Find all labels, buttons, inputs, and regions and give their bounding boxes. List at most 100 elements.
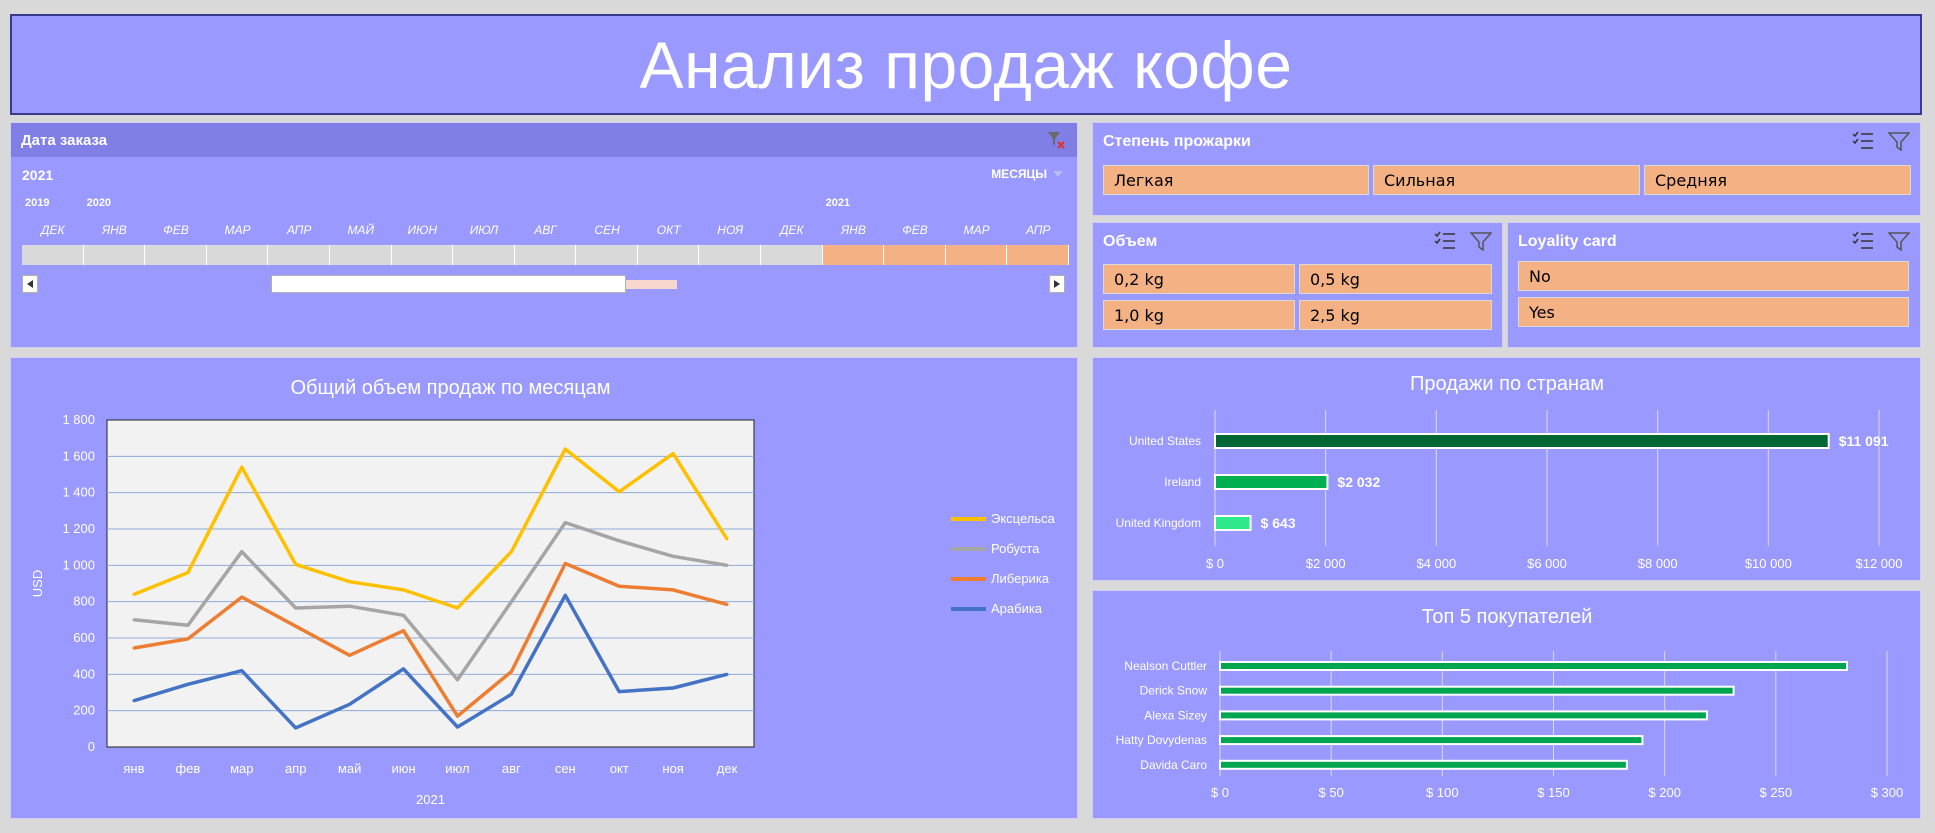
x-tick-label: $2 000 [1306,556,1346,571]
x-tick-label: апр [285,761,307,776]
dashboard-title-bar: Анализ продаж кофе [10,14,1922,115]
loyalty-option-yes[interactable]: Yes [1518,297,1909,327]
x-tick-label: $ 300 [1871,785,1904,800]
y-tick-label: 400 [73,666,95,681]
multi-select-icon[interactable] [1852,231,1874,251]
timeline-month-label: ДЕК [41,223,65,237]
data-point [509,670,513,674]
x-tick-label: ноя [662,761,683,776]
data-point [348,702,352,706]
data-point [240,669,244,673]
data-point [725,672,729,676]
x-tick-label: $ 100 [1426,785,1459,800]
loyalty-option-no[interactable]: No [1518,261,1909,291]
timeline-scrollbar-thumb[interactable] [271,275,626,293]
data-point [725,602,729,606]
x-tick-label: $ 50 [1319,785,1344,800]
legend-label: Робуста [991,541,1040,556]
volume-option-0-2kg[interactable]: 0,2 kg [1103,264,1295,294]
data-point [240,465,244,469]
data-point [186,637,190,641]
timeline-month-cell[interactable] [884,245,946,265]
monthly-sales-line-chart: Общий объем продаж по месяцам 0 200 400 600 8… [30,377,1056,807]
timeline-year-label: 2019 [25,197,50,209]
data-point [617,539,621,543]
volume-option-1-0kg[interactable]: 1,0 kg [1103,300,1295,330]
x-tick-label: окт [610,761,629,776]
x-tick-label: дек [717,761,738,776]
roast-option-light[interactable]: Легкая [1103,165,1369,195]
timeline-month-cell[interactable] [945,245,1008,265]
timeline-month-cell[interactable] [329,245,392,265]
roast-slicer: Степень прожарки Легкая Сильная Средняя [1092,122,1921,216]
timeline-scroll-left-button[interactable] [22,275,38,293]
y-tick-label: 1 400 [62,485,95,500]
data-point [402,613,406,617]
bar [1219,685,1735,696]
bar [1219,759,1628,770]
timeline-month-label: ДЕК [780,223,804,237]
x-tick-label: фев [175,761,200,776]
series-line [133,561,728,718]
data-point [294,726,298,730]
data-point [402,667,406,671]
timeline-level-dropdown[interactable]: МЕСЯЦЫ [991,167,1063,181]
timeline-month-cell[interactable] [391,245,454,265]
volume-option-0-5kg[interactable]: 0,5 kg [1299,264,1492,294]
x-tick-label: $ 0 [1211,785,1229,800]
bar [1214,515,1252,531]
data-point [132,699,136,703]
roast-option-medium[interactable]: Средняя [1644,165,1911,195]
timeline-month-cell[interactable] [699,245,762,265]
data-point [186,682,190,686]
timeline-month-cell[interactable] [83,245,146,265]
roast-option-dark[interactable]: Сильная [1373,165,1640,195]
legend-label: Либерика [991,571,1050,586]
clear-filter-icon[interactable] [1888,131,1910,151]
timeline-month-label: МАР [963,223,990,237]
data-point [563,562,567,566]
y-category-label: Davida Caro [1140,758,1207,772]
data-point [132,646,136,650]
volume-option-2-5kg[interactable]: 2,5 kg [1299,300,1492,330]
timeline-month-cell[interactable] [514,245,577,265]
data-point [348,653,352,657]
timeline-month-cell[interactable] [576,245,638,265]
y-tick-label: 1 800 [62,412,95,427]
data-point [240,550,244,554]
timeline-selected-year: 2021 [22,167,54,183]
timeline-month-cell[interactable] [206,245,269,265]
timeline-month-cell[interactable] [761,245,823,265]
timeline-month-cell[interactable] [145,245,207,265]
data-point [671,554,675,558]
timeline-month-cell[interactable] [22,245,84,265]
timeline-month-label: ЯНВ [101,223,127,237]
data-point [348,604,352,608]
chevron-down-icon [1053,171,1063,177]
timeline-month-cell[interactable] [268,245,330,265]
timeline-month-cell[interactable] [1007,245,1069,265]
y-category-label: United Kingdom [1116,516,1201,530]
clear-filter-icon[interactable] [1888,231,1910,251]
data-label: $2 032 [1337,474,1380,490]
timeline-month-label: ИЮЛ [469,223,499,237]
data-point [455,725,459,729]
clear-filter-icon[interactable] [1470,231,1492,251]
volume-slicer: Объем 0,2 kg 0,5 kg 1,0 kg 2,5 kg [1092,222,1503,348]
y-category-label: Nealson Cuttler [1124,659,1207,673]
multi-select-icon[interactable] [1852,131,1874,151]
x-tick-label: $4 000 [1416,556,1456,571]
series-line [133,447,729,610]
loyalty-card-slicer: Loyality card No Yes [1507,222,1921,348]
timeline-month-cell[interactable] [453,245,515,265]
multi-select-icon[interactable] [1434,231,1456,251]
order-date-timeline[interactable]: Дата заказа 2021 МЕСЯЦЫ ДЕК ЯНВ ФЕВ МАР АПР М… [10,122,1078,348]
x-tick-label: $ 0 [1206,556,1224,571]
timeline-scroll-right-button[interactable] [1049,275,1065,293]
y-tick-label: 1 600 [62,448,95,463]
timeline-month-cell[interactable] [637,245,700,265]
timeline-month-cell[interactable] [822,245,885,265]
y-category-label: Ireland [1164,475,1201,489]
clear-filter-icon[interactable] [1045,129,1067,151]
data-point [725,563,729,567]
